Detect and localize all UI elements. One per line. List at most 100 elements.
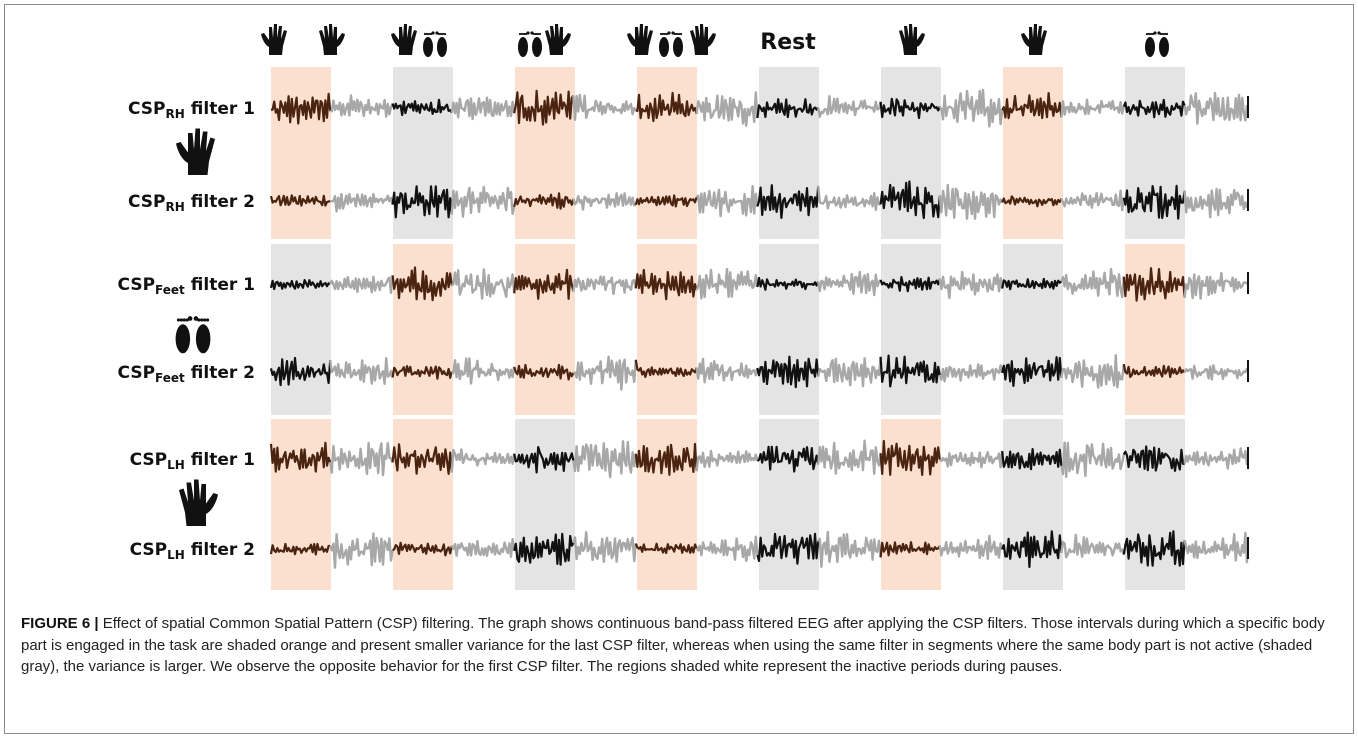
segment-shade-orange xyxy=(637,418,697,590)
row-label-prefix: CSP xyxy=(128,99,166,119)
row-label: CSPRH filter 2 xyxy=(128,192,255,214)
eeg-trace-inactive xyxy=(938,534,1004,561)
left-hand-icon xyxy=(899,24,925,55)
eeg-trace-orange xyxy=(513,89,575,126)
group-separator xyxy=(267,416,1252,419)
eeg-trace-gray xyxy=(1122,530,1186,567)
eeg-trace-layer xyxy=(267,88,1252,569)
segment-shade-orange xyxy=(881,418,941,590)
eeg-trace-inactive xyxy=(695,267,759,300)
row-label-suffix: filter 2 xyxy=(191,192,255,212)
row-label-subscript: LH xyxy=(167,458,185,472)
segment-shade-gray xyxy=(1003,243,1063,415)
eeg-trace-inactive xyxy=(1183,364,1249,381)
row-label-suffix: filter 2 xyxy=(191,363,255,383)
eeg-trace-gray xyxy=(513,532,575,566)
eeg-trace-orange xyxy=(879,541,941,558)
eeg-trace-inactive xyxy=(329,94,394,118)
eeg-trace-gray xyxy=(756,98,820,119)
right-hand-icon xyxy=(261,24,287,55)
eeg-trace-inactive xyxy=(450,448,516,473)
eeg-trace-inactive xyxy=(1060,354,1125,389)
eeg-trace-inactive xyxy=(329,357,394,385)
row-label-suffix: filter 2 xyxy=(191,540,255,560)
eeg-trace-gray xyxy=(391,185,453,219)
right-hand-icon xyxy=(627,24,653,55)
eeg-trace-gray xyxy=(756,355,820,389)
eeg-trace-inactive xyxy=(938,183,1004,220)
eeg-trace-orange xyxy=(513,268,575,300)
eeg-trace-gray xyxy=(269,356,332,387)
segment-shade-gray xyxy=(515,418,575,590)
eeg-trace-orange xyxy=(1001,195,1063,208)
eeg-trace-inactive xyxy=(1060,98,1125,118)
eeg-trace-inactive xyxy=(450,357,516,385)
caption-text: Effect of spatial Common Spatial Pattern… xyxy=(21,615,1325,675)
segment-shade-orange xyxy=(1125,243,1185,415)
eeg-trace-inactive xyxy=(450,96,516,121)
group-separator xyxy=(267,241,1252,244)
eeg-trace-gray xyxy=(756,184,820,219)
feet-icon xyxy=(659,31,683,57)
segment-shade-orange xyxy=(271,418,331,590)
eeg-trace-gray xyxy=(1122,445,1185,472)
eeg-trace-gray xyxy=(1001,356,1063,387)
row-label-subscript: Feet xyxy=(155,371,185,385)
eeg-trace-gray xyxy=(879,180,941,220)
segment-shade-gray xyxy=(759,67,819,239)
segment-shade-orange xyxy=(637,67,697,239)
segment-shade-orange xyxy=(637,243,697,415)
eeg-trace-inactive xyxy=(573,355,637,391)
eeg-trace-inactive xyxy=(817,270,882,297)
eeg-trace-gray xyxy=(1001,530,1063,569)
feet-icon xyxy=(175,316,211,354)
eeg-trace-inactive xyxy=(329,275,394,294)
segment-shade-orange xyxy=(271,67,331,239)
eeg-trace-inactive xyxy=(1060,267,1125,299)
eeg-trace-inactive xyxy=(695,184,759,218)
row-label-subscript: RH xyxy=(165,200,184,214)
eeg-trace-gray xyxy=(513,446,575,474)
eeg-trace-gray xyxy=(756,276,820,291)
eeg-trace-gray xyxy=(1122,184,1186,220)
row-label-suffix: filter 1 xyxy=(191,450,255,470)
eeg-trace-inactive xyxy=(695,449,759,472)
eeg-trace-orange xyxy=(269,194,331,207)
eeg-trace-gray xyxy=(1001,277,1063,291)
segment-shade-gray xyxy=(759,418,819,590)
eeg-trace-orange xyxy=(1122,267,1186,302)
segment-shade-gray xyxy=(271,243,331,415)
eeg-trace-inactive xyxy=(938,363,1004,383)
row-label: CSPFeet filter 1 xyxy=(118,275,255,297)
eeg-trace-inactive xyxy=(1183,187,1249,219)
eeg-trace-inactive xyxy=(450,268,516,300)
eeg-trace-orange xyxy=(513,363,575,381)
segment-shade-gray xyxy=(1125,67,1185,239)
segment-shade-orange xyxy=(393,243,453,415)
eeg-trace-inactive xyxy=(572,93,637,122)
row-label-subscript: LH xyxy=(167,548,185,562)
segment-shade-orange xyxy=(393,418,453,590)
feet-icon xyxy=(518,31,542,57)
row-label-prefix: CSP xyxy=(128,192,166,212)
eeg-trace-gray xyxy=(879,354,941,388)
eeg-trace-inactive xyxy=(817,185,881,212)
row-label-suffix: filter 1 xyxy=(191,99,255,119)
segment-shade-gray xyxy=(1003,418,1063,590)
eeg-trace-orange xyxy=(269,542,331,556)
eeg-trace-gray xyxy=(1122,98,1186,119)
eeg-trace-orange xyxy=(879,439,941,476)
eeg-trace-inactive xyxy=(330,192,394,213)
eeg-trace-orange xyxy=(634,194,698,208)
caption-label: FIGURE 6 | xyxy=(21,615,99,632)
row-label-prefix: CSP xyxy=(130,540,168,560)
eeg-trace-gray xyxy=(1001,448,1063,471)
right-hand-icon xyxy=(1021,24,1047,55)
left-hand-icon xyxy=(319,24,345,55)
eeg-trace-orange xyxy=(391,266,453,302)
rest-label: Rest xyxy=(760,30,816,55)
segment-shade-orange xyxy=(515,243,575,415)
row-label-suffix: filter 1 xyxy=(191,275,255,295)
feet-icon xyxy=(423,31,447,57)
